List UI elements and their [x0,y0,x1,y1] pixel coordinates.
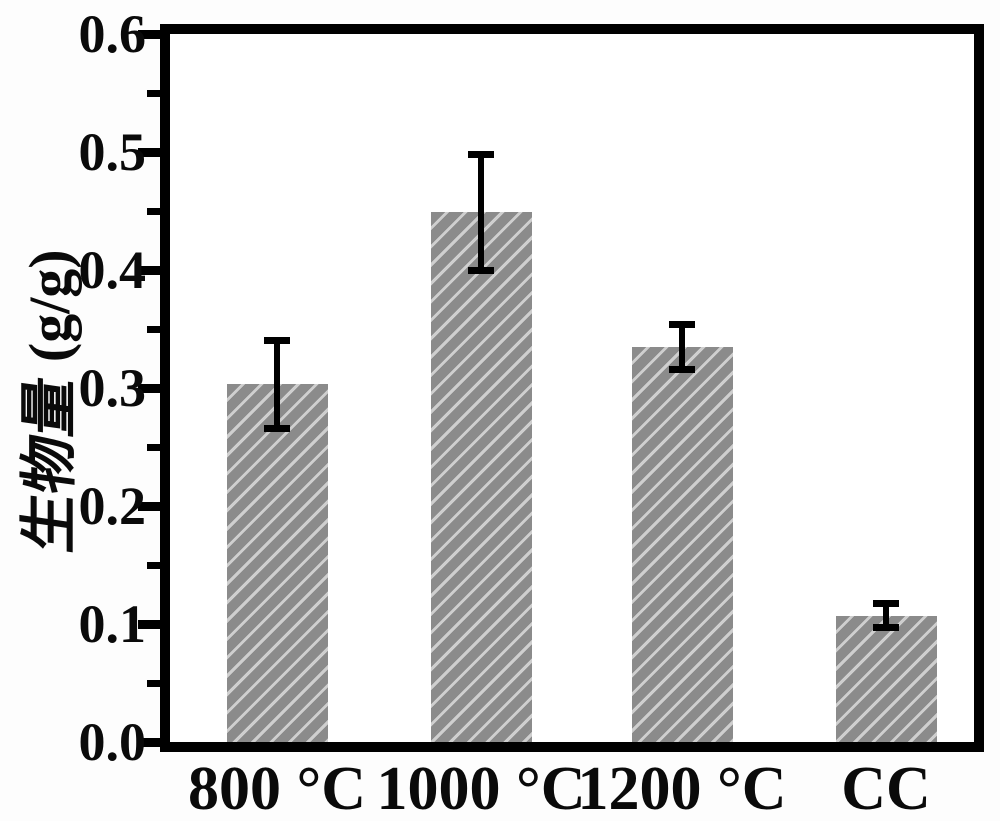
y-major-tick [138,147,160,157]
y-major-tick [138,737,160,747]
y-minor-tick [147,561,160,569]
y-minor-tick [147,443,160,451]
y-tick-label: 0.5 [78,122,147,182]
y-tick-label: 0.3 [78,358,147,418]
error-bar-cap-bottom-2 [468,266,494,274]
error-bar-line-3 [679,324,685,370]
error-bar-cap-top-4 [873,600,899,608]
y-major-tick [138,383,160,393]
error-bar-cap-bottom-4 [873,624,899,632]
bar-4 [835,615,937,742]
y-minor-tick [147,325,160,333]
y-minor-tick [147,89,160,97]
error-bar-line-2 [478,154,484,270]
y-tick-label: 0.0 [78,712,147,772]
y-major-tick [138,619,160,629]
y-major-tick [138,29,160,39]
y-tick-label: 0.4 [78,240,147,300]
error-bar-cap-top-3 [669,320,695,328]
x-tick-label-4: CC [841,755,931,821]
y-tick-label: 0.2 [78,476,147,536]
y-minor-tick [147,207,160,215]
y-tick-label: 0.6 [78,4,147,64]
error-bar-line-1 [274,340,280,429]
x-tick-label-1: 800 °C [187,755,367,821]
y-tick-label: 0.1 [78,594,147,654]
bar-3 [631,346,733,742]
plot-inner [170,34,974,742]
error-bar-line-4 [883,603,889,628]
error-bar-cap-bottom-3 [669,365,695,373]
plot-area [160,24,984,752]
error-bar-cap-top-2 [468,150,494,158]
x-tick-label-3: 1200 °C [577,755,787,821]
error-bar-cap-top-1 [264,337,290,345]
y-major-tick [138,265,160,275]
x-tick-label-2: 1000 °C [376,755,586,821]
y-major-tick [138,501,160,511]
error-bar-cap-bottom-1 [264,424,290,432]
y-minor-tick [147,679,160,687]
bar-1 [226,384,328,742]
bar-2 [430,212,532,742]
